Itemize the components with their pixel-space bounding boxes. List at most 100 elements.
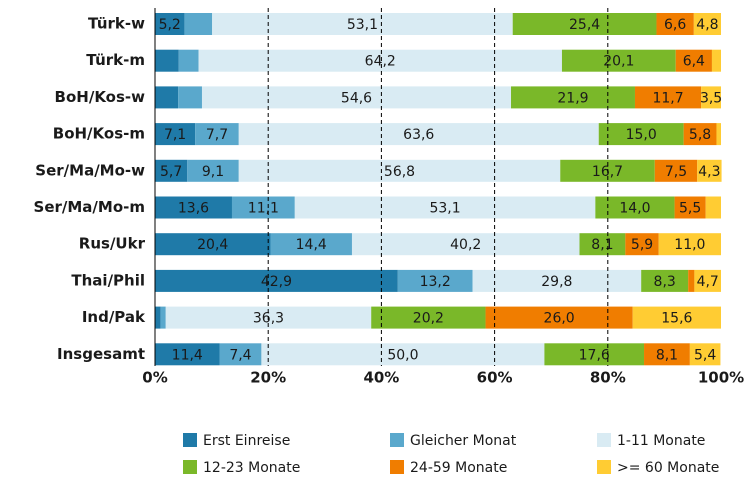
category-label: Türk-w: [88, 15, 145, 33]
bar-segment: [155, 49, 179, 72]
bar-segment: [155, 269, 398, 292]
category-label: Insgesamt: [57, 345, 145, 363]
data-label: 7,1: [164, 127, 186, 143]
bar-segment: [178, 86, 202, 109]
legend-label: 1-11 Monate: [617, 433, 705, 449]
bar-segment: [155, 343, 220, 366]
data-label: 20,2: [413, 311, 444, 327]
bar-segment: [561, 49, 676, 72]
bar-segment: [371, 306, 486, 329]
data-label: 53,1: [429, 201, 460, 217]
data-label: 11,1: [248, 201, 279, 217]
category-label: Ind/Pak: [82, 308, 146, 326]
bar-segment: [160, 306, 166, 329]
data-label: 63,6: [403, 127, 434, 143]
legend-label: 24-59 Monate: [410, 460, 507, 476]
data-label: 11,7: [652, 90, 683, 106]
data-label: 9,1: [202, 164, 224, 180]
bar-segment: [178, 49, 199, 72]
category-label: Rus/Ukr: [79, 235, 146, 253]
bar-segment: [697, 159, 722, 182]
data-label: 20,4: [197, 237, 228, 253]
category-label: Ser/Ma/Mo-w: [35, 161, 145, 179]
bar-segment: [294, 196, 596, 219]
x-tick-label: 20%: [250, 369, 286, 387]
legend-label: >= 60 Monate: [617, 460, 719, 476]
legend-label: Gleicher Monat: [410, 433, 517, 449]
bar-segment: [270, 233, 352, 256]
data-label: 8,1: [656, 347, 678, 363]
data-label: 15,6: [661, 311, 692, 327]
bar-segment: [654, 159, 698, 182]
data-label: 14,0: [619, 201, 650, 217]
data-label: 5,2: [159, 17, 181, 33]
data-label: 25,4: [569, 17, 600, 33]
data-label: 29,8: [541, 274, 572, 290]
bar-segment: [155, 13, 185, 35]
data-label: 15,0: [626, 127, 657, 143]
bar-segment: [644, 343, 690, 366]
bar-segment: [231, 196, 295, 219]
bar-segment: [238, 123, 599, 146]
data-label: 42,9: [261, 274, 292, 290]
data-label: 5,4: [694, 347, 716, 363]
bar-segment: [598, 123, 684, 146]
data-label: 11,4: [172, 347, 203, 363]
data-label: 13,2: [420, 274, 451, 290]
data-label: 7,7: [206, 127, 228, 143]
bar-segment: [155, 233, 271, 256]
bar-segment: [472, 269, 642, 292]
data-label: 4,7: [697, 274, 719, 290]
data-label: 26,0: [544, 311, 575, 327]
bar-segment: [694, 269, 721, 292]
data-label: 7,5: [665, 164, 687, 180]
legend-label: 12-23 Monate: [203, 460, 300, 476]
legend-swatch: [390, 460, 404, 474]
data-label: 53,1: [347, 17, 378, 33]
bar-segment: [656, 13, 694, 35]
data-label: 5,8: [689, 127, 711, 143]
bar-segment: [641, 269, 689, 292]
bar-segment: [579, 233, 626, 256]
data-label: 8,1: [591, 237, 613, 253]
data-label: 50,0: [387, 347, 418, 363]
bar-segment: [201, 86, 512, 109]
data-label: 6,6: [664, 17, 686, 33]
bar-segment: [238, 159, 561, 182]
bar-segment: [705, 196, 721, 219]
bar-segment: [187, 159, 239, 182]
bar-segment: [674, 196, 706, 219]
bar-segment: [198, 49, 562, 72]
x-tick-label: 60%: [477, 369, 513, 387]
bar-segment: [675, 49, 712, 72]
category-label: BoH/Kos-m: [53, 125, 145, 143]
data-label: 6,4: [683, 54, 705, 70]
x-tick-label: 100%: [698, 369, 744, 387]
bar-segment: [219, 343, 262, 366]
data-label: 20,1: [603, 54, 634, 70]
bar-segment: [195, 123, 239, 146]
bar-segment: [155, 306, 161, 329]
bar-segment: [212, 13, 513, 35]
bar-segment: [512, 13, 657, 35]
bar-segment: [625, 233, 659, 256]
data-label: 5,9: [631, 237, 653, 253]
x-tick-label: 40%: [363, 369, 399, 387]
data-label: 21,9: [557, 90, 588, 106]
bar-segment: [634, 86, 702, 109]
data-label: 8,3: [654, 274, 676, 290]
bar-segment: [716, 123, 721, 146]
data-label: 5,5: [679, 201, 701, 217]
bar-segment: [155, 159, 188, 182]
legend-swatch: [390, 433, 404, 447]
bar-segment: [711, 49, 721, 72]
data-label: 7,4: [229, 347, 251, 363]
data-label: 4,3: [698, 164, 720, 180]
bar-segment: [658, 233, 721, 256]
legend-swatch: [597, 460, 611, 474]
category-label: BoH/Kos-w: [55, 88, 146, 106]
bar-segment: [701, 86, 721, 109]
bar-segment: [155, 86, 179, 109]
bar-segment: [689, 343, 721, 366]
